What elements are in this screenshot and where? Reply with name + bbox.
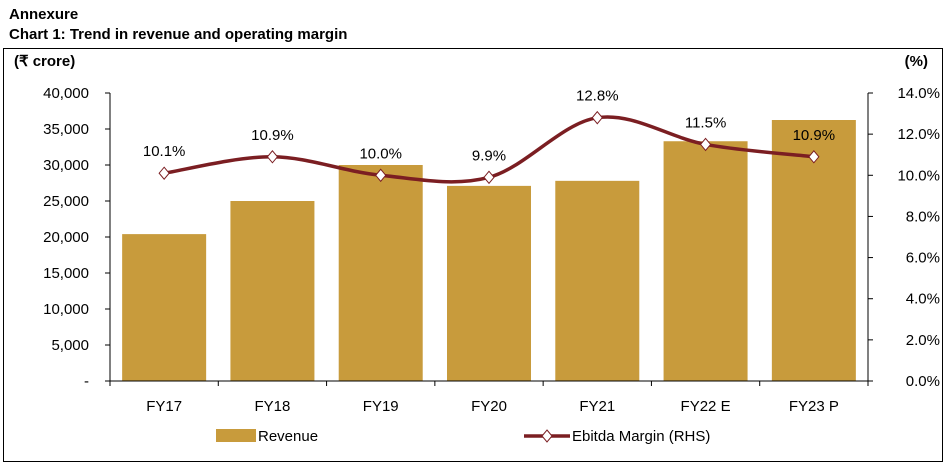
ebitda-margin-data-label: 9.9% (472, 147, 506, 164)
revenue-bar (338, 165, 423, 381)
ebitda-margin-marker (591, 110, 603, 125)
x-tick-label: FY18 (254, 398, 290, 415)
revenue-bar (555, 180, 640, 381)
x-tick-label: FY17 (146, 398, 182, 415)
y2-tick-label: 14.0% (897, 85, 940, 102)
revenue-bar (663, 141, 748, 381)
legend-revenue-swatch (216, 429, 256, 442)
ebitda-margin-data-label: 12.8% (576, 88, 619, 105)
y2-tick-label: 6.0% (906, 250, 940, 267)
y-tick-label: 15,000 (43, 265, 89, 282)
y2-tick-label: 0.0% (906, 373, 940, 390)
y-tick-label: 35,000 (43, 121, 89, 138)
chart-frame (3, 48, 943, 462)
ebitda-margin-data-label: 10.0% (359, 145, 402, 162)
ebitda-margin-marker (266, 149, 279, 164)
revenue-bar (447, 185, 531, 381)
annexure-heading: Annexure (9, 6, 79, 23)
legend-ebitda-label: Ebitda Margin (RHS) (572, 428, 710, 445)
chart-title: Chart 1: Trend in revenue and operating … (9, 26, 348, 43)
ebitda-margin-data-label: 11.5% (685, 114, 726, 131)
y-axis-label: (₹ crore) (14, 53, 75, 70)
ebitda-margin-data-label: 10.1% (143, 143, 186, 160)
y-tick-label: 25,000 (43, 193, 89, 210)
y2-tick-label: 10.0% (897, 167, 940, 184)
revenue-bar (122, 234, 207, 381)
ebitda-margin-marker (158, 166, 170, 181)
revenue-bar (230, 201, 315, 381)
x-tick-label: FY23 P (789, 398, 839, 415)
y2-tick-label: 8.0% (906, 208, 940, 225)
ebitda-margin-marker (375, 168, 387, 183)
y2-tick-label: 12.0% (897, 126, 940, 143)
ebitda-margin-marker (699, 137, 712, 152)
x-tick-label: FY19 (363, 398, 399, 415)
y-tick-label: 10,000 (43, 301, 89, 318)
y-tick-label: 40,000 (43, 85, 89, 102)
legend-revenue-label: Revenue (258, 428, 318, 445)
y-tick-label: 5,000 (51, 337, 89, 354)
ebitda-margin-data-label: 10.9% (251, 127, 294, 144)
x-tick-label: FY22 E (681, 398, 731, 415)
ebitda-margin-marker (483, 170, 495, 185)
y2-tick-label: 4.0% (906, 291, 940, 308)
legend-ebitda-marker (541, 429, 553, 443)
x-tick-label: FY20 (471, 398, 507, 415)
y2-axis-label: (%) (905, 53, 928, 70)
y2-tick-label: 2.0% (906, 332, 940, 349)
x-tick-label: FY21 (579, 398, 615, 415)
ebitda-margin-data-label: 10.9% (793, 127, 836, 144)
y-tick-label: 30,000 (43, 157, 89, 174)
y-tick-label: 20,000 (43, 229, 89, 246)
ebitda-margin-marker (808, 149, 820, 164)
y-tick-label: - (84, 373, 89, 390)
